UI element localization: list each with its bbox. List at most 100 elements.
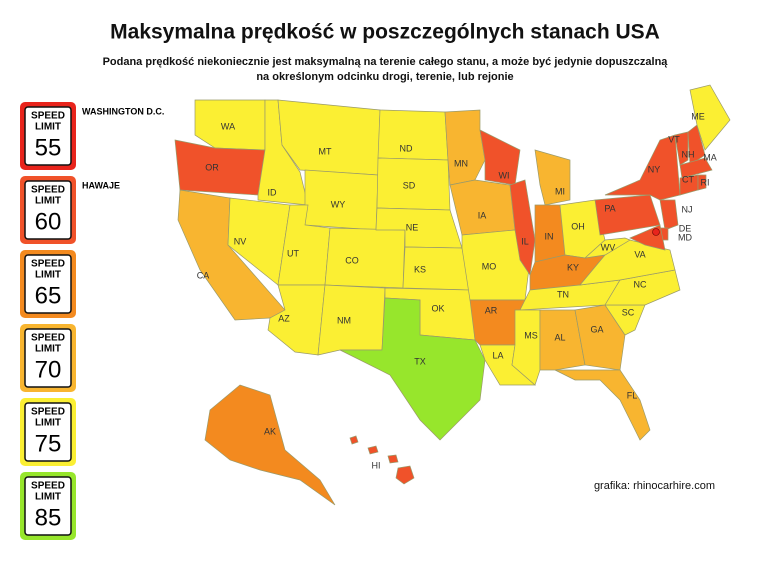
subtitle: Podana prędkość niekoniecznie jest maksy… xyxy=(103,56,669,68)
state xyxy=(689,84,731,151)
state-label: OH xyxy=(571,221,585,231)
state-label: WA xyxy=(221,121,235,131)
state-label: NC xyxy=(634,279,647,289)
state-label: VT xyxy=(668,134,680,144)
state-label: SC xyxy=(622,307,635,317)
credit: grafika: rhinocarhire.com xyxy=(594,480,715,492)
state-label: NH xyxy=(682,149,695,159)
state xyxy=(534,149,571,206)
state-label: WI xyxy=(499,170,510,180)
subtitle: na określonym odcinku drogi, terenie, lu… xyxy=(256,71,513,83)
state xyxy=(604,269,681,306)
state-label: CA xyxy=(197,270,210,280)
state-label: MD xyxy=(678,232,692,242)
state-label: MT xyxy=(319,146,332,156)
state-label: AL xyxy=(554,332,565,342)
title: Maksymalna prędkość w poszczególnych sta… xyxy=(110,21,660,44)
state xyxy=(479,129,521,186)
state-label: LA xyxy=(492,350,503,360)
state-label: DE xyxy=(679,223,692,233)
state-label: MO xyxy=(482,261,497,271)
state-label: ID xyxy=(268,187,278,197)
state xyxy=(367,445,379,455)
sign-text: SPEED xyxy=(31,185,65,196)
state-label: KY xyxy=(567,262,579,272)
state xyxy=(697,174,707,191)
state xyxy=(583,237,631,259)
state-label: WV xyxy=(601,242,616,252)
sign-limit: 85 xyxy=(35,504,62,531)
state xyxy=(674,131,689,166)
state-label: AZ xyxy=(278,313,290,323)
state-label: KS xyxy=(414,264,426,274)
state-label: RI xyxy=(701,177,710,187)
sign-text: LIMIT xyxy=(35,122,61,133)
sign-limit: 70 xyxy=(35,356,62,383)
state xyxy=(204,384,336,506)
state-label: OK xyxy=(431,303,444,313)
state xyxy=(387,454,399,464)
state-label: WY xyxy=(331,199,346,209)
state xyxy=(604,134,681,201)
sign-face xyxy=(24,254,72,314)
state-label: CO xyxy=(345,255,359,265)
sign-text: LIMIT xyxy=(35,270,61,281)
sign-text: SPEED xyxy=(31,259,65,270)
sign-text: SPEED xyxy=(31,481,65,492)
state-label: TN xyxy=(557,289,569,299)
state xyxy=(267,284,326,356)
sign-face xyxy=(24,402,72,462)
sign-limit: 60 xyxy=(35,208,62,235)
state-label: AK xyxy=(264,426,276,436)
sign-text: LIMIT xyxy=(35,196,61,207)
dc-marker xyxy=(652,228,660,236)
state-label: SD xyxy=(403,180,416,190)
state-label: AR xyxy=(485,305,498,315)
legend-note: WASHINGTON D.C. xyxy=(82,106,164,116)
state-label: NE xyxy=(406,222,419,232)
state xyxy=(395,465,415,485)
state-label: CT xyxy=(682,174,694,184)
sign-text: LIMIT xyxy=(35,344,61,355)
state-label: MN xyxy=(454,158,468,168)
state-label: UT xyxy=(287,248,299,258)
sign-face xyxy=(24,106,72,166)
sign-text: LIMIT xyxy=(35,492,61,503)
legend-note: HAWAJE xyxy=(82,180,120,190)
state-label: ND xyxy=(400,143,413,153)
state xyxy=(574,304,626,371)
sign-text: SPEED xyxy=(31,111,65,122)
sign-text: SPEED xyxy=(31,407,65,418)
state-label: NJ xyxy=(682,204,693,214)
state-label: VA xyxy=(634,249,645,259)
sign-face xyxy=(24,476,72,536)
state xyxy=(317,284,386,356)
state-label: IA xyxy=(478,210,487,220)
state xyxy=(539,309,586,371)
state xyxy=(659,199,679,231)
sign-limit: 55 xyxy=(35,134,62,161)
state-label: MA xyxy=(703,152,717,162)
state-label: IN xyxy=(545,231,554,241)
state-label: MS xyxy=(524,330,538,340)
state xyxy=(449,179,516,236)
states: WA OR CA NV ID MT WY UT AZ CO NM ND SD NE KS OK TX MN IA MO… xyxy=(174,84,731,506)
sign-face xyxy=(24,328,72,388)
state xyxy=(349,435,359,445)
state-label: NY xyxy=(648,164,661,174)
state-label: OR xyxy=(205,162,219,172)
state xyxy=(324,227,406,289)
state xyxy=(444,109,486,186)
sign-text: SPEED xyxy=(31,333,65,344)
state-label: NM xyxy=(337,315,351,325)
state-label: TX xyxy=(414,356,426,366)
state-label: ME xyxy=(691,111,705,121)
state-label: MI xyxy=(555,186,565,196)
sign-limit: 65 xyxy=(35,282,62,309)
state xyxy=(339,297,486,441)
state-label: HI xyxy=(372,460,381,470)
state xyxy=(377,109,449,161)
state-label: FL xyxy=(627,390,638,400)
